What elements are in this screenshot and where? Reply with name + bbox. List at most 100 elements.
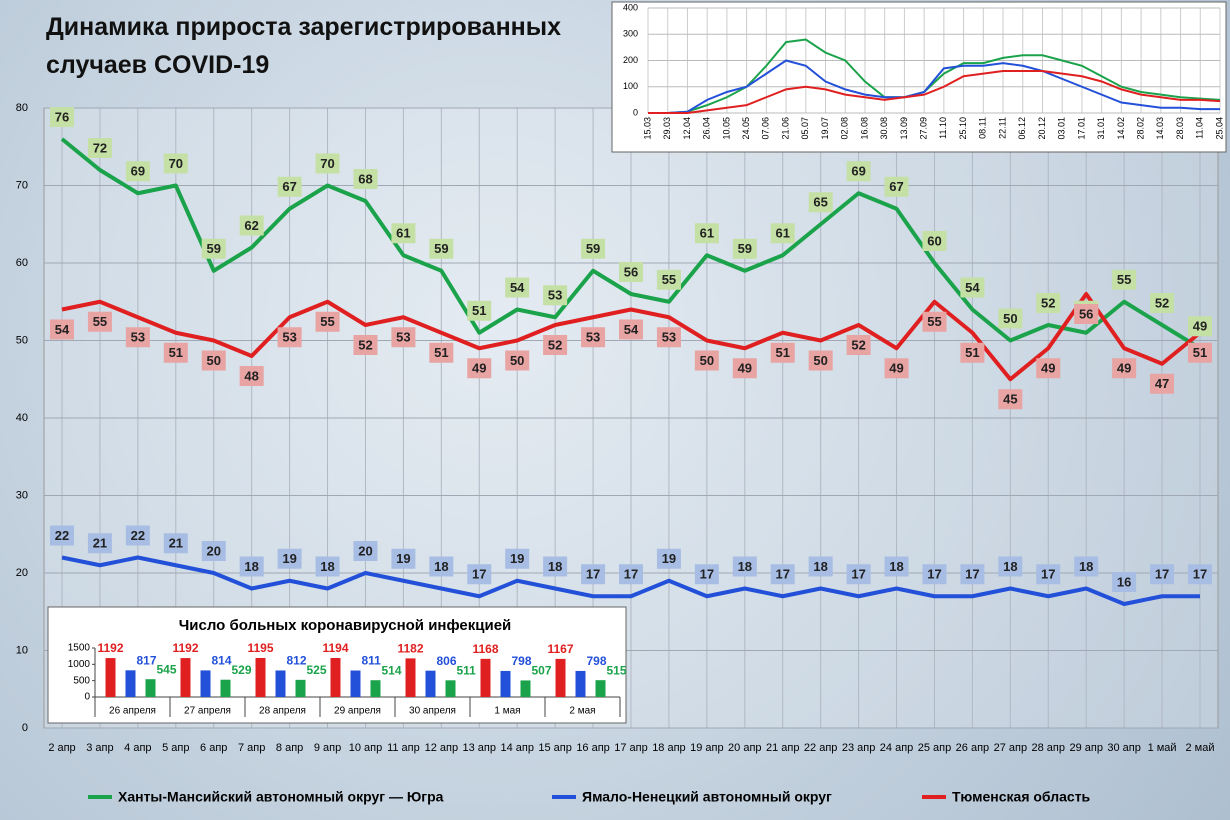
label-box: [656, 327, 681, 348]
x-tick-label: 2 апр: [48, 742, 75, 754]
data-label: 1194: [322, 641, 348, 655]
label-box: [656, 269, 681, 290]
label-box: [884, 358, 909, 379]
chart-title: Динамика прироста зарегистрированных слу…: [46, 13, 562, 79]
data-label: 45: [1003, 392, 1017, 407]
label-box: [1150, 564, 1175, 585]
label-box: [808, 556, 833, 577]
label-box: [1150, 293, 1175, 313]
data-label: 59: [206, 241, 220, 256]
data-label: 20: [358, 543, 372, 558]
label-box: [467, 358, 492, 379]
data-label: 67: [889, 179, 903, 194]
data-label: 52: [358, 337, 372, 352]
x-tick-label: 11.10: [938, 117, 948, 139]
series-line: [648, 70, 1221, 114]
data-label: 50: [206, 353, 220, 368]
data-label: 17: [851, 567, 865, 582]
label-box: [467, 300, 492, 321]
label-box: [960, 564, 985, 585]
label-box: [201, 238, 226, 259]
data-label: 67: [282, 179, 296, 194]
bar: [220, 679, 231, 697]
label-box: [1112, 358, 1137, 379]
label-box: [998, 556, 1023, 577]
x-tick-label: 27 апр: [994, 742, 1027, 754]
x-tick-label: 28 апр: [1032, 742, 1065, 754]
data-label: 18: [434, 559, 448, 574]
y-tick-label: 1500: [68, 643, 91, 654]
data-label: 507: [532, 664, 552, 678]
series-line: [60, 137, 1202, 350]
data-label: 47: [1155, 376, 1169, 391]
data-label: 55: [927, 314, 941, 329]
x-tick-label: 12 апр: [425, 742, 458, 754]
label-box: [619, 564, 643, 585]
bar: [295, 679, 306, 697]
series-line: [648, 59, 1220, 114]
data-label: 17: [775, 567, 789, 582]
label-box: [656, 548, 681, 569]
x-tick-label: 11 апр: [387, 742, 420, 754]
data-label: 17: [472, 567, 486, 582]
label-box: [50, 319, 74, 340]
label-box: [998, 389, 1023, 410]
data-label: 53: [586, 330, 600, 345]
label-box: [50, 107, 74, 127]
x-tick-label: 16.08: [859, 117, 869, 140]
legend-label: Тюменская область: [952, 789, 1091, 805]
x-tick-label: 7 апр: [238, 742, 265, 754]
label-box: [505, 548, 530, 569]
x-tick-label: 30.08: [879, 117, 889, 140]
label-box: [239, 366, 264, 386]
label-box: [694, 564, 719, 585]
data-label: 61: [775, 226, 789, 241]
x-tick-label: 08.11: [978, 117, 988, 139]
label-box: [581, 564, 606, 585]
label-box: [315, 311, 340, 332]
x-tick-label: 02.08: [840, 117, 850, 140]
data-label: 515: [607, 663, 627, 677]
data-label: 62: [244, 218, 258, 233]
x-tick-label: 14.02: [1116, 117, 1126, 140]
y-tick-label: 10: [16, 644, 28, 656]
data-label: 811: [362, 654, 382, 668]
label-box: [87, 138, 112, 158]
label-box: [543, 335, 568, 355]
x-tick-label: 11.04: [1195, 117, 1205, 139]
y-tick-label: 20: [16, 567, 28, 579]
label-box: [581, 327, 606, 348]
data-label: 49: [738, 361, 752, 376]
bar: [595, 680, 606, 697]
bar: [180, 658, 191, 697]
label-box: [505, 277, 530, 298]
data-label: 51: [472, 303, 486, 318]
x-tick-label: 5 апр: [162, 742, 189, 754]
data-label: 54: [55, 322, 70, 337]
data-label: 17: [927, 567, 941, 582]
x-tick-label: 8 апр: [276, 742, 303, 754]
inset-title: Число больных коронавирусной инфекцией: [179, 617, 512, 634]
label-box: [467, 564, 492, 585]
label-box: [277, 176, 302, 197]
data-label: 50: [1003, 311, 1017, 326]
label-box: [429, 556, 454, 577]
data-label: 52: [1155, 295, 1169, 310]
x-tick-label: 2 май: [1186, 742, 1215, 754]
label-box: [201, 541, 226, 561]
bar: [445, 680, 456, 697]
label-box: [543, 285, 568, 306]
data-label: 49: [1117, 361, 1131, 376]
bar: [145, 679, 156, 697]
label-box: [87, 311, 112, 332]
label-box: [732, 556, 757, 577]
label-box: [732, 238, 757, 259]
label-box: [125, 161, 150, 182]
data-label: 1192: [97, 641, 123, 655]
y-tick-label: 80: [16, 102, 28, 114]
label-box: [770, 223, 795, 244]
legend-label: Ханты-Мансийский автономный округ — Югра: [118, 789, 444, 805]
data-label: 48: [244, 368, 258, 383]
data-label: 18: [889, 559, 903, 574]
data-label: 1167: [547, 642, 573, 656]
